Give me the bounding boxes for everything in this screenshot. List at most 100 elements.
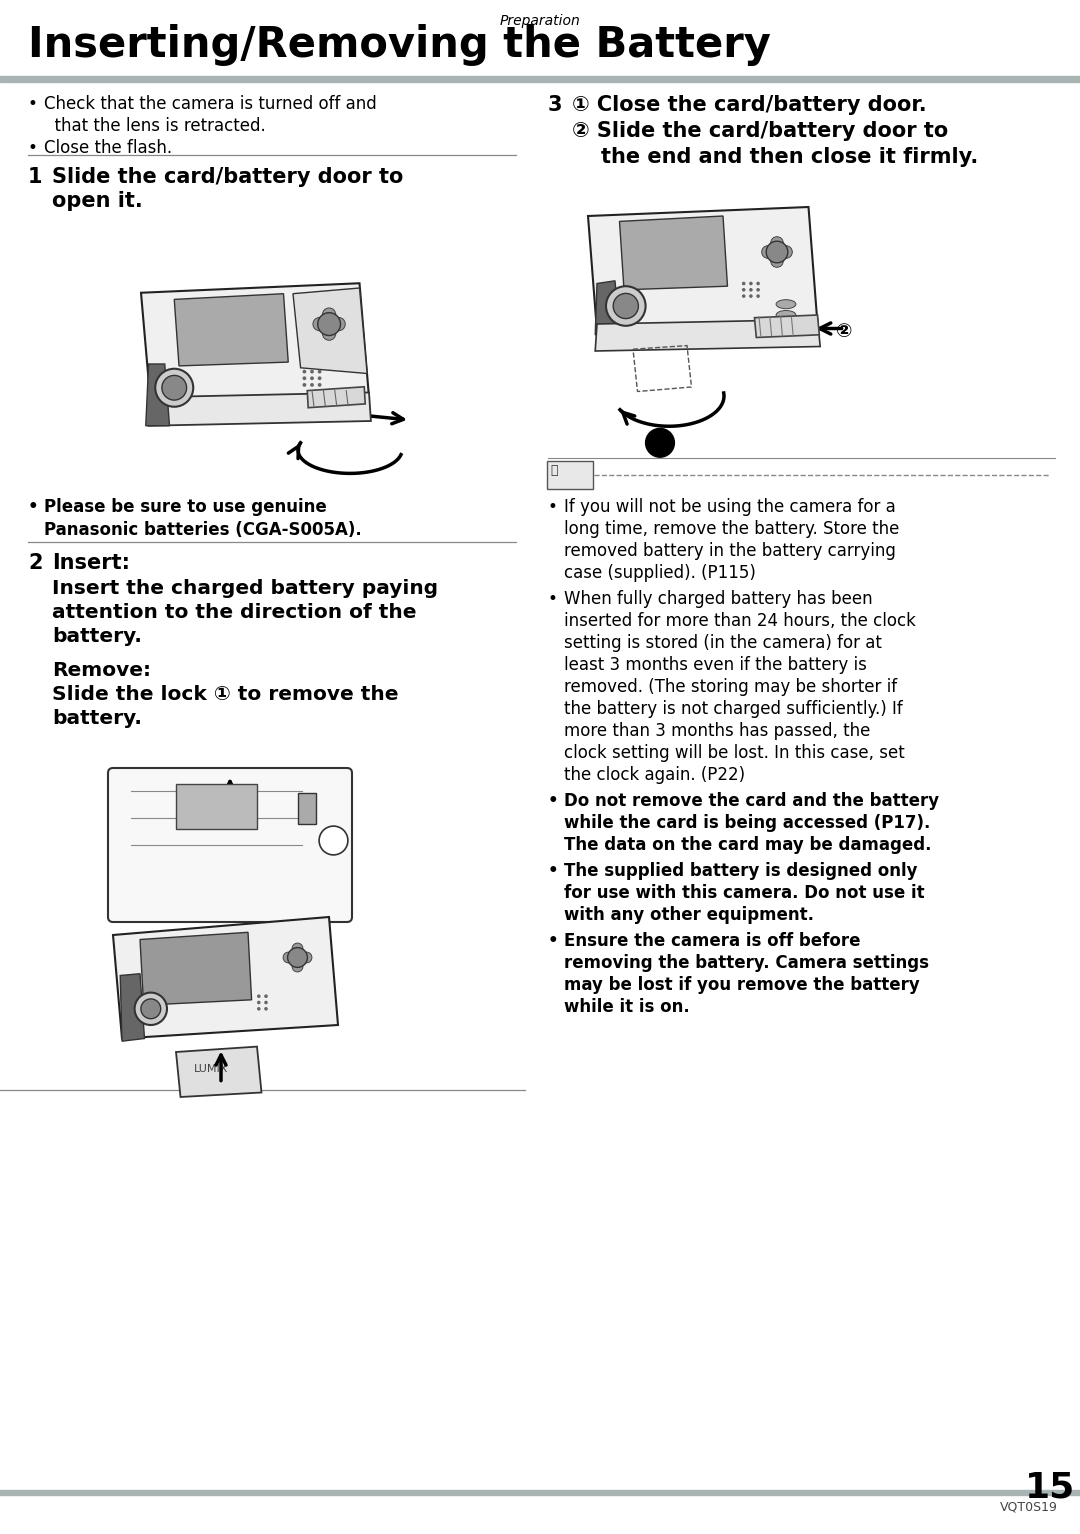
Text: battery.: battery. [52,627,141,646]
Circle shape [283,953,294,963]
Text: Inserting/Removing the Battery: Inserting/Removing the Battery [28,25,771,66]
Text: 2: 2 [28,552,42,574]
Text: 1: 1 [28,167,42,187]
Polygon shape [149,393,370,426]
Polygon shape [755,314,820,337]
Bar [0,1490,1080,1496]
Polygon shape [176,1046,261,1097]
Text: 1: 1 [654,436,665,449]
Circle shape [750,282,753,285]
Text: Check that the camera is turned off and: Check that the camera is turned off and [44,95,377,114]
Circle shape [257,1000,260,1005]
Text: ① Close the card/battery door.: ① Close the card/battery door. [572,95,927,115]
Text: Insert:: Insert: [52,552,130,574]
Text: The supplied battery is designed only: The supplied battery is designed only [564,862,918,881]
Text: •: • [28,95,38,114]
Circle shape [302,384,307,387]
Circle shape [756,282,760,285]
Polygon shape [595,281,620,334]
Text: clock setting will be lost. In this case, set: clock setting will be lost. In this case… [564,744,905,762]
Text: VQT0S19: VQT0S19 [1000,1500,1058,1513]
Bar [297,793,315,824]
Text: removed battery in the battery carrying: removed battery in the battery carrying [564,542,896,560]
Text: ②: ② [836,322,852,341]
Circle shape [140,999,161,1019]
Ellipse shape [777,299,796,308]
Circle shape [287,948,308,968]
Text: LUMIX: LUMIX [194,1063,228,1074]
Text: case (supplied). (P115): case (supplied). (P115) [564,565,756,581]
Text: •: • [28,499,39,515]
Text: open it.: open it. [52,192,143,212]
Circle shape [301,953,312,963]
Text: •: • [548,933,558,950]
Text: ② Slide the card/battery door to: ② Slide the card/battery door to [572,121,948,141]
Circle shape [310,376,314,380]
Circle shape [780,245,793,258]
Polygon shape [174,293,288,367]
Circle shape [613,293,638,319]
Text: with any other equipment.: with any other equipment. [564,907,814,923]
Polygon shape [307,387,365,408]
Text: the battery is not charged sufficiently.) If: the battery is not charged sufficiently.… [564,700,903,718]
Circle shape [771,236,783,250]
Text: long time, remove the battery. Store the: long time, remove the battery. Store the [564,520,900,538]
Circle shape [257,994,260,999]
Circle shape [265,994,268,999]
Circle shape [265,1000,268,1005]
Text: Slide the lock ① to remove the: Slide the lock ① to remove the [52,686,399,704]
Circle shape [292,962,302,973]
Bar [0,77,1080,81]
Circle shape [323,308,336,321]
Circle shape [742,282,745,285]
Circle shape [646,428,674,457]
Text: inserted for more than 24 hours, the clock: inserted for more than 24 hours, the clo… [564,612,916,630]
Circle shape [302,376,307,380]
Text: may be lost if you remove the battery: may be lost if you remove the battery [564,976,920,994]
Text: for use with this camera. Do not use it: for use with this camera. Do not use it [564,884,924,902]
Text: When fully charged battery has been: When fully charged battery has been [564,591,873,607]
Text: Panasonic batteries (CGA-S005A).: Panasonic batteries (CGA-S005A). [44,522,362,538]
Polygon shape [141,284,369,402]
Circle shape [318,313,340,336]
Circle shape [310,370,314,373]
Circle shape [756,295,760,298]
Circle shape [606,287,646,325]
Text: If you will not be using the camera for a: If you will not be using the camera for … [564,499,895,515]
Polygon shape [120,974,145,1042]
Polygon shape [113,917,338,1039]
Circle shape [319,827,348,854]
Text: the clock again. (P22): the clock again. (P22) [564,765,745,784]
Circle shape [313,318,326,331]
Circle shape [310,384,314,387]
Polygon shape [595,319,820,351]
Text: Remove:: Remove: [52,661,151,680]
FancyBboxPatch shape [108,769,352,922]
Text: attention to the direction of the: attention to the direction of the [52,603,417,621]
Circle shape [756,288,760,291]
Ellipse shape [777,310,796,319]
Circle shape [771,255,783,267]
Polygon shape [146,364,170,426]
Circle shape [742,288,745,291]
Text: Ensure the camera is off before: Ensure the camera is off before [564,933,861,950]
Text: •: • [548,499,558,515]
Circle shape [750,288,753,291]
Circle shape [750,295,753,298]
Text: 1: 1 [328,833,338,848]
Polygon shape [620,216,728,290]
Circle shape [135,992,167,1025]
FancyBboxPatch shape [546,462,593,489]
Text: Preparation: Preparation [500,14,580,28]
Text: •: • [548,862,558,881]
Circle shape [257,1006,260,1011]
Bar [176,784,257,828]
Text: removing the battery. Camera settings: removing the battery. Camera settings [564,954,929,973]
Circle shape [323,327,336,341]
Circle shape [302,370,307,373]
Polygon shape [588,207,818,331]
Text: that the lens is retracted.: that the lens is retracted. [44,117,266,135]
Text: The data on the card may be damaged.: The data on the card may be damaged. [564,836,931,854]
Text: setting is stored (in the camera) for at: setting is stored (in the camera) for at [564,634,882,652]
Text: Please be sure to use genuine: Please be sure to use genuine [44,499,327,515]
